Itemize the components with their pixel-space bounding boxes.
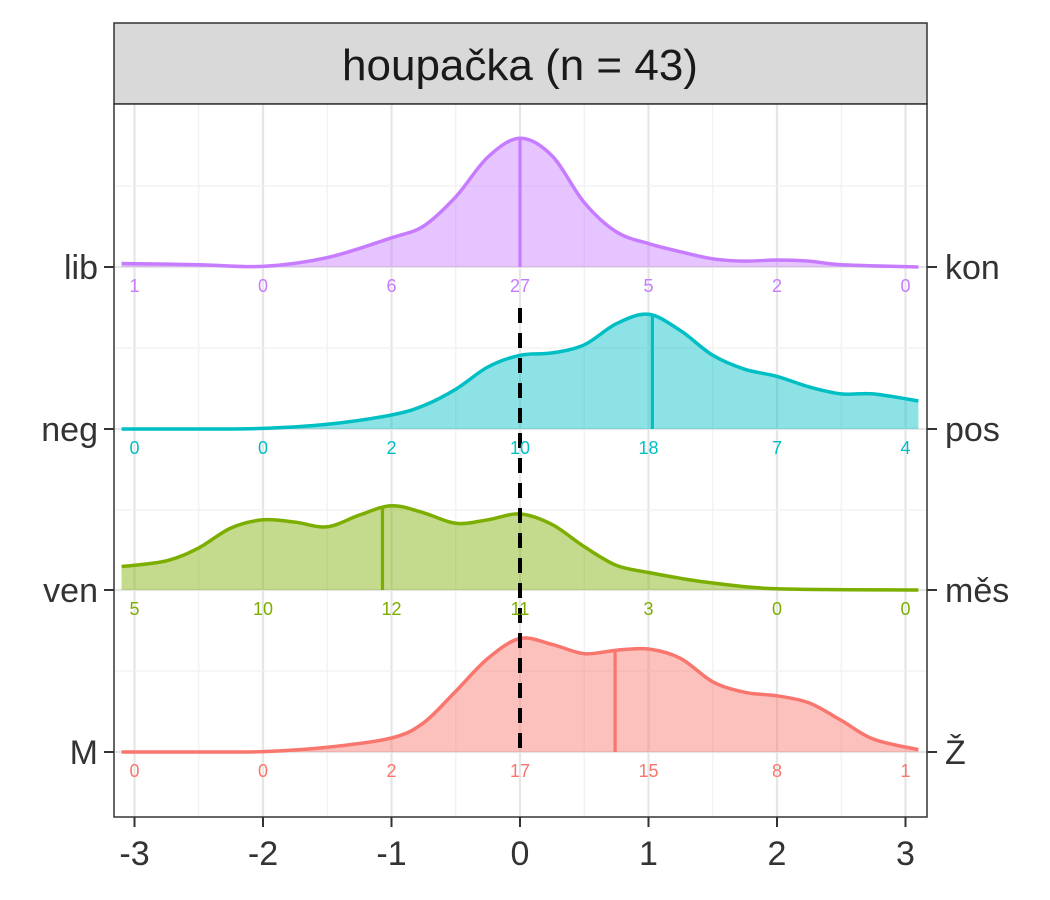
count-label: 0: [129, 761, 139, 781]
count-label: 8: [772, 761, 782, 781]
count-labels: 0 0 2 17 15 8 15 10 12 11 3 0 00 0 2 10 18 7 41 0 6 27 5 2 0: [129, 276, 910, 781]
count-label: 5: [129, 599, 139, 619]
y-label-right: pos: [945, 411, 1000, 449]
y-label-right: Ž: [945, 734, 966, 772]
ridge-line: [121, 636, 919, 754]
count-label: 11: [511, 599, 530, 619]
ridge-line: [121, 504, 919, 592]
count-label: 2: [772, 276, 782, 296]
count-label: 2: [386, 438, 396, 458]
x-tick-label: 1: [639, 835, 658, 873]
y-label-left: M: [70, 734, 98, 772]
count-label: 3: [643, 599, 653, 619]
y-label-right: kon: [945, 249, 1000, 287]
y-label-left: neg: [41, 411, 98, 449]
x-tick-label: 2: [768, 835, 787, 873]
facet-strip: houpačka (n = 43): [113, 22, 928, 105]
y-label-left: ven: [43, 572, 98, 610]
x-tick-label: -2: [248, 835, 278, 873]
count-label: 10: [510, 438, 530, 458]
count-label: 12: [381, 599, 401, 619]
x-axis: -3 -2 -1 0 1 2 3: [119, 817, 915, 873]
count-label: 0: [258, 761, 268, 781]
ridge-line: [121, 136, 919, 269]
y-label-right: měs: [945, 572, 1009, 610]
ridge-lib-kon: [121, 136, 919, 269]
count-label: 0: [258, 438, 268, 458]
y-label-left: lib: [64, 249, 98, 287]
count-label: 0: [900, 599, 910, 619]
count-label: 15: [638, 761, 658, 781]
count-label: 6: [386, 276, 396, 296]
x-tick-label: -1: [376, 835, 406, 873]
count-label: 5: [643, 276, 653, 296]
x-tick-label: 0: [511, 835, 530, 873]
count-label: 18: [638, 438, 658, 458]
ridge-line: [121, 312, 919, 431]
count-label: 0: [129, 438, 139, 458]
count-label: 0: [258, 276, 268, 296]
x-tick-label: -3: [119, 835, 149, 873]
count-label: 17: [510, 761, 530, 781]
x-tick-label: 3: [896, 835, 915, 873]
count-label: 0: [772, 599, 782, 619]
count-label: 7: [772, 438, 782, 458]
count-label: 2: [386, 761, 396, 781]
count-label: 1: [129, 276, 139, 296]
count-label: 0: [900, 276, 910, 296]
count-label: 27: [510, 276, 530, 296]
facet-strip-background: [113, 22, 928, 105]
facet-title: houpačka (n = 43): [342, 41, 698, 90]
count-label: 10: [253, 599, 273, 619]
count-label: 4: [900, 438, 910, 458]
count-label: 1: [900, 761, 910, 781]
